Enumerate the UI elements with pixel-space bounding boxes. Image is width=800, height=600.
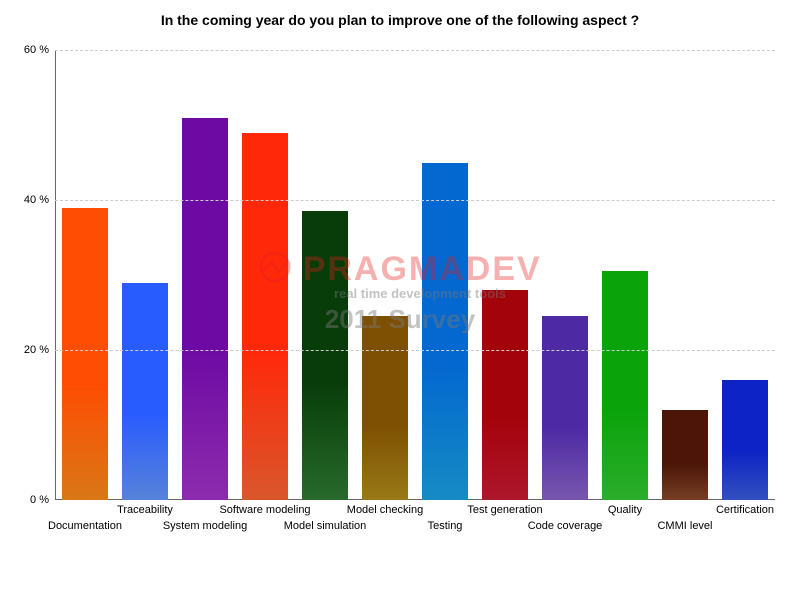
- x-tick-label: Model checking: [347, 504, 423, 516]
- y-tick-label: 0 %: [30, 494, 55, 506]
- plot-area: 0 %20 %40 %60 %: [55, 50, 775, 500]
- bar: [302, 211, 349, 500]
- x-tick-label: Certification: [716, 504, 774, 516]
- x-tick-label: Model simulation: [284, 520, 367, 532]
- x-tick-label: Testing: [428, 520, 463, 532]
- bar: [422, 163, 469, 501]
- grid-line: [55, 200, 775, 202]
- bar: [542, 316, 589, 500]
- bar: [62, 208, 109, 501]
- x-tick-label: CMMI level: [657, 520, 712, 532]
- grid-line: [55, 50, 775, 52]
- bar: [722, 380, 769, 500]
- bar: [182, 118, 229, 501]
- bar: [362, 316, 409, 500]
- x-tick-label: Test generation: [467, 504, 542, 516]
- x-tick-label: Quality: [608, 504, 642, 516]
- x-tick-label: Software modeling: [219, 504, 310, 516]
- y-tick-label: 20 %: [24, 344, 55, 356]
- x-tick-label: System modeling: [163, 520, 247, 532]
- bar: [122, 283, 169, 501]
- grid-line: [55, 350, 775, 352]
- bar: [242, 133, 289, 501]
- chart-title: In the coming year do you plan to improv…: [0, 12, 800, 28]
- bar: [662, 410, 709, 500]
- x-tick-label: Traceability: [117, 504, 173, 516]
- y-tick-label: 40 %: [24, 194, 55, 206]
- x-tick-label: Code coverage: [528, 520, 603, 532]
- bar: [482, 290, 529, 500]
- bar: [602, 271, 649, 500]
- chart-container: In the coming year do you plan to improv…: [0, 0, 800, 600]
- y-tick-label: 60 %: [24, 44, 55, 56]
- x-tick-label: Documentation: [48, 520, 122, 532]
- bars-layer: [55, 50, 775, 500]
